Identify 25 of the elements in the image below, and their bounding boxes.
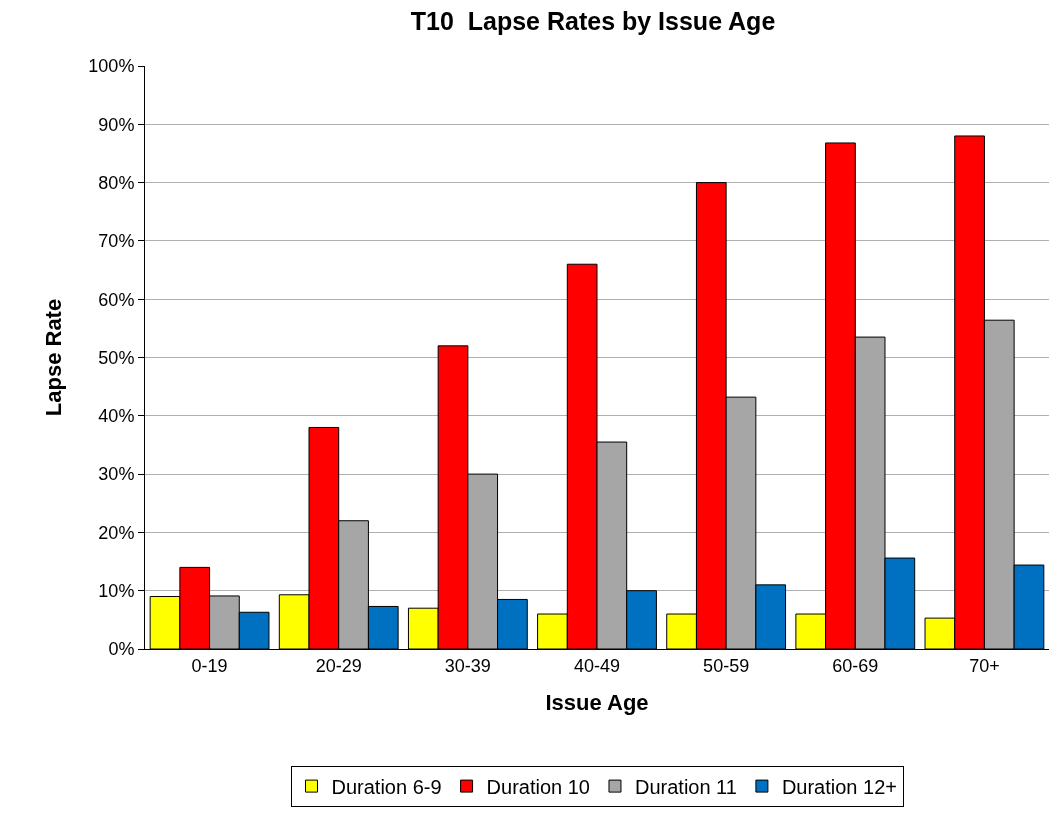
- x-tick-label: 30-39: [444, 655, 491, 676]
- y-tick-label: 70%: [98, 231, 135, 252]
- legend-label: Duration 12+: [781, 775, 897, 798]
- y-tick-label: 10%: [98, 581, 135, 601]
- y-axis-title: Lapse Rate: [41, 298, 67, 417]
- y-tick-label: 90%: [98, 114, 135, 135]
- x-tick-label: 60-69: [832, 655, 879, 676]
- y-tick-label: 60%: [98, 289, 135, 310]
- y-tick-label: 40%: [98, 406, 135, 427]
- y-tick-label: 20%: [98, 522, 135, 543]
- y-tick-label: 0%: [108, 639, 135, 660]
- x-tick-label: 0-19: [191, 655, 228, 676]
- legend-label: Duration 10: [486, 775, 590, 798]
- chart-title: T10 Lapse Rates by Issue Age: [410, 6, 776, 35]
- x-tick-label: 40-49: [573, 655, 621, 676]
- y-tick-label: 80%: [98, 172, 135, 193]
- legend-label: Duration 11: [634, 775, 737, 798]
- legend-label: Duration 6-9: [331, 775, 442, 798]
- x-tick-label: 20-29: [315, 655, 362, 676]
- y-tick-label: 100%: [88, 56, 135, 77]
- x-axis-title: Issue Age: [545, 690, 649, 716]
- y-tick-label: 50%: [98, 347, 135, 368]
- x-tick-label: 70+: [969, 655, 1000, 676]
- y-tick-label: 30%: [98, 464, 135, 485]
- x-tick-label: 50-59: [703, 655, 750, 676]
